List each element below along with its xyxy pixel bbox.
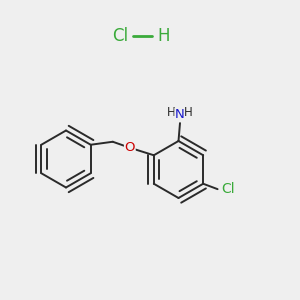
Text: H: H: [157, 27, 170, 45]
Text: H: H: [167, 106, 176, 119]
Text: Cl: Cl: [112, 27, 128, 45]
Text: N: N: [175, 109, 185, 122]
Text: Cl: Cl: [221, 182, 235, 196]
Text: H: H: [184, 106, 193, 119]
Text: O: O: [124, 141, 135, 154]
